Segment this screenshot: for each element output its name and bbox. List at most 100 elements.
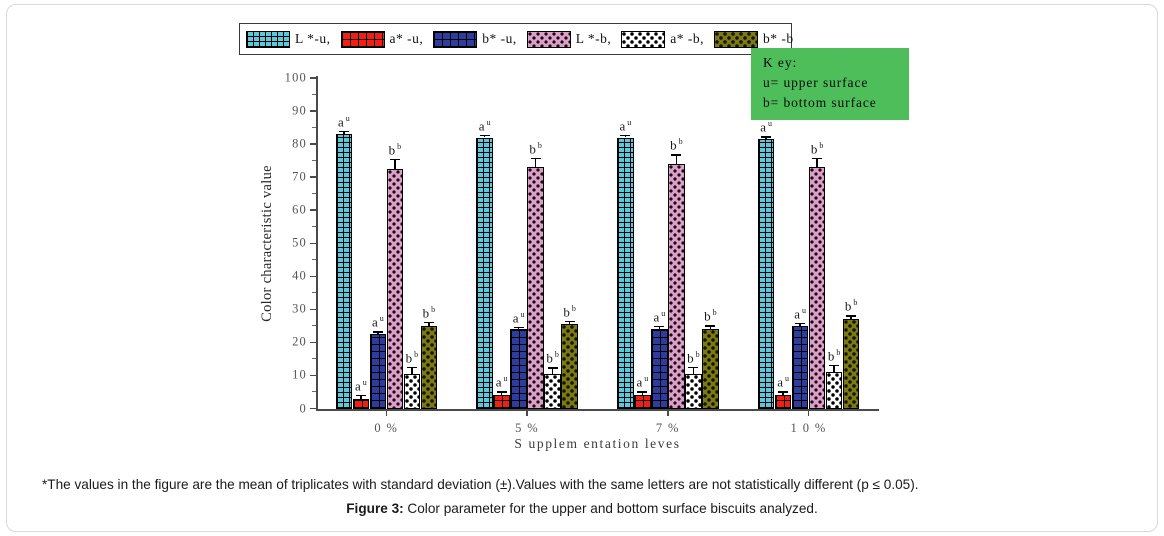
key-callout: K ey: u= upper surface b= bottom surface (751, 48, 909, 120)
caption-figure-text: Color parameter for the upper and bottom… (403, 501, 818, 516)
y-tick-minor (312, 193, 316, 195)
bar (702, 329, 719, 409)
error-bar-cap (778, 391, 789, 393)
y-tick-minor (312, 292, 316, 294)
bar (510, 329, 527, 409)
bar (757, 139, 775, 409)
error-bar-cap (829, 364, 840, 367)
bar (791, 325, 809, 409)
error-bar (675, 154, 678, 164)
error-bar-cap (338, 130, 349, 133)
error-bar-cap (846, 315, 857, 317)
bar (825, 372, 843, 409)
error-bar (411, 366, 413, 374)
x-tick-label: 0 % (374, 421, 399, 435)
error-bar-cap (688, 366, 699, 369)
error-bar-cap (547, 367, 558, 369)
y-tick-label: 50 (292, 235, 307, 250)
error-bar-cap (620, 134, 631, 137)
error-bar-cap (513, 326, 524, 329)
bar (634, 395, 651, 409)
error-bar-cap (355, 394, 366, 397)
bar (476, 137, 493, 409)
plot-area: 0 10 20 30 40 50 60 70 80 90 100 0 % a u a u a u b b b b b b 5 %… (285, 71, 879, 435)
y-tick-minor (312, 391, 316, 393)
bar (403, 373, 421, 409)
chart-legend: L *-u, a* -u, b* -u, L *-b, a* -b, b* -b (239, 23, 793, 55)
error-bar (833, 364, 835, 373)
legend-item: L *-u, (246, 30, 331, 48)
y-tick-label: 30 (292, 301, 307, 316)
bar (808, 167, 826, 409)
y-tick-minor (312, 160, 316, 162)
error-bar (500, 391, 503, 396)
error-bar (692, 366, 695, 374)
y-axis-line (316, 76, 318, 410)
y-tick-label: 40 (292, 268, 307, 283)
bar (668, 163, 685, 409)
legend-label: L *-b, (575, 31, 612, 46)
legend-swatch-icon (246, 30, 290, 48)
error-bar-cap (637, 391, 648, 393)
error-bar-cap (654, 325, 665, 328)
y-tick-label: 70 (292, 169, 307, 184)
y-tick-label: 10 (292, 367, 307, 382)
error-bar (850, 315, 852, 320)
caption-figure-label: Figure 3: (346, 501, 404, 516)
key-line: b= bottom surface (763, 95, 877, 110)
caption-note: *The values in the figure are the mean o… (42, 477, 919, 492)
y-tick-minor (312, 259, 316, 261)
x-tick-mark (807, 409, 810, 416)
error-bar-cap (761, 136, 772, 138)
y-tick-major (310, 176, 316, 178)
bar (420, 325, 438, 409)
legend-label: a* -u, (389, 31, 424, 46)
y-tick-label: 80 (292, 136, 307, 151)
error-bar (816, 157, 818, 168)
y-tick-minor (312, 226, 316, 228)
bar (617, 137, 634, 409)
error-bar-cap (406, 366, 417, 369)
bar (335, 134, 353, 409)
error-bar-cap (795, 322, 806, 325)
error-bar-cap (423, 321, 434, 324)
error-bar (782, 391, 784, 396)
y-tick-label: 20 (292, 334, 307, 349)
bar (774, 395, 792, 409)
error-bar-cap (372, 331, 383, 333)
bar (527, 167, 544, 409)
x-tick-mark (385, 409, 388, 416)
y-tick-major (310, 242, 316, 244)
error-bar-cap (564, 320, 575, 323)
key-line: K ey: (763, 55, 798, 70)
error-bar (551, 367, 554, 374)
legend-swatch-icon (621, 30, 666, 48)
error-bar (568, 320, 571, 325)
error-bar (799, 322, 801, 326)
x-tick-label: 1 0 % (790, 421, 827, 435)
legend-swatch-icon (526, 30, 571, 48)
error-bar-cap (812, 157, 823, 160)
y-tick-major (310, 209, 316, 211)
y-tick-major (310, 77, 316, 79)
x-axis-line (316, 409, 879, 411)
error-bar (360, 394, 362, 399)
y-tick-major (310, 143, 316, 145)
legend-item: L *-b, (526, 30, 612, 48)
error-bar-cap (479, 134, 490, 137)
